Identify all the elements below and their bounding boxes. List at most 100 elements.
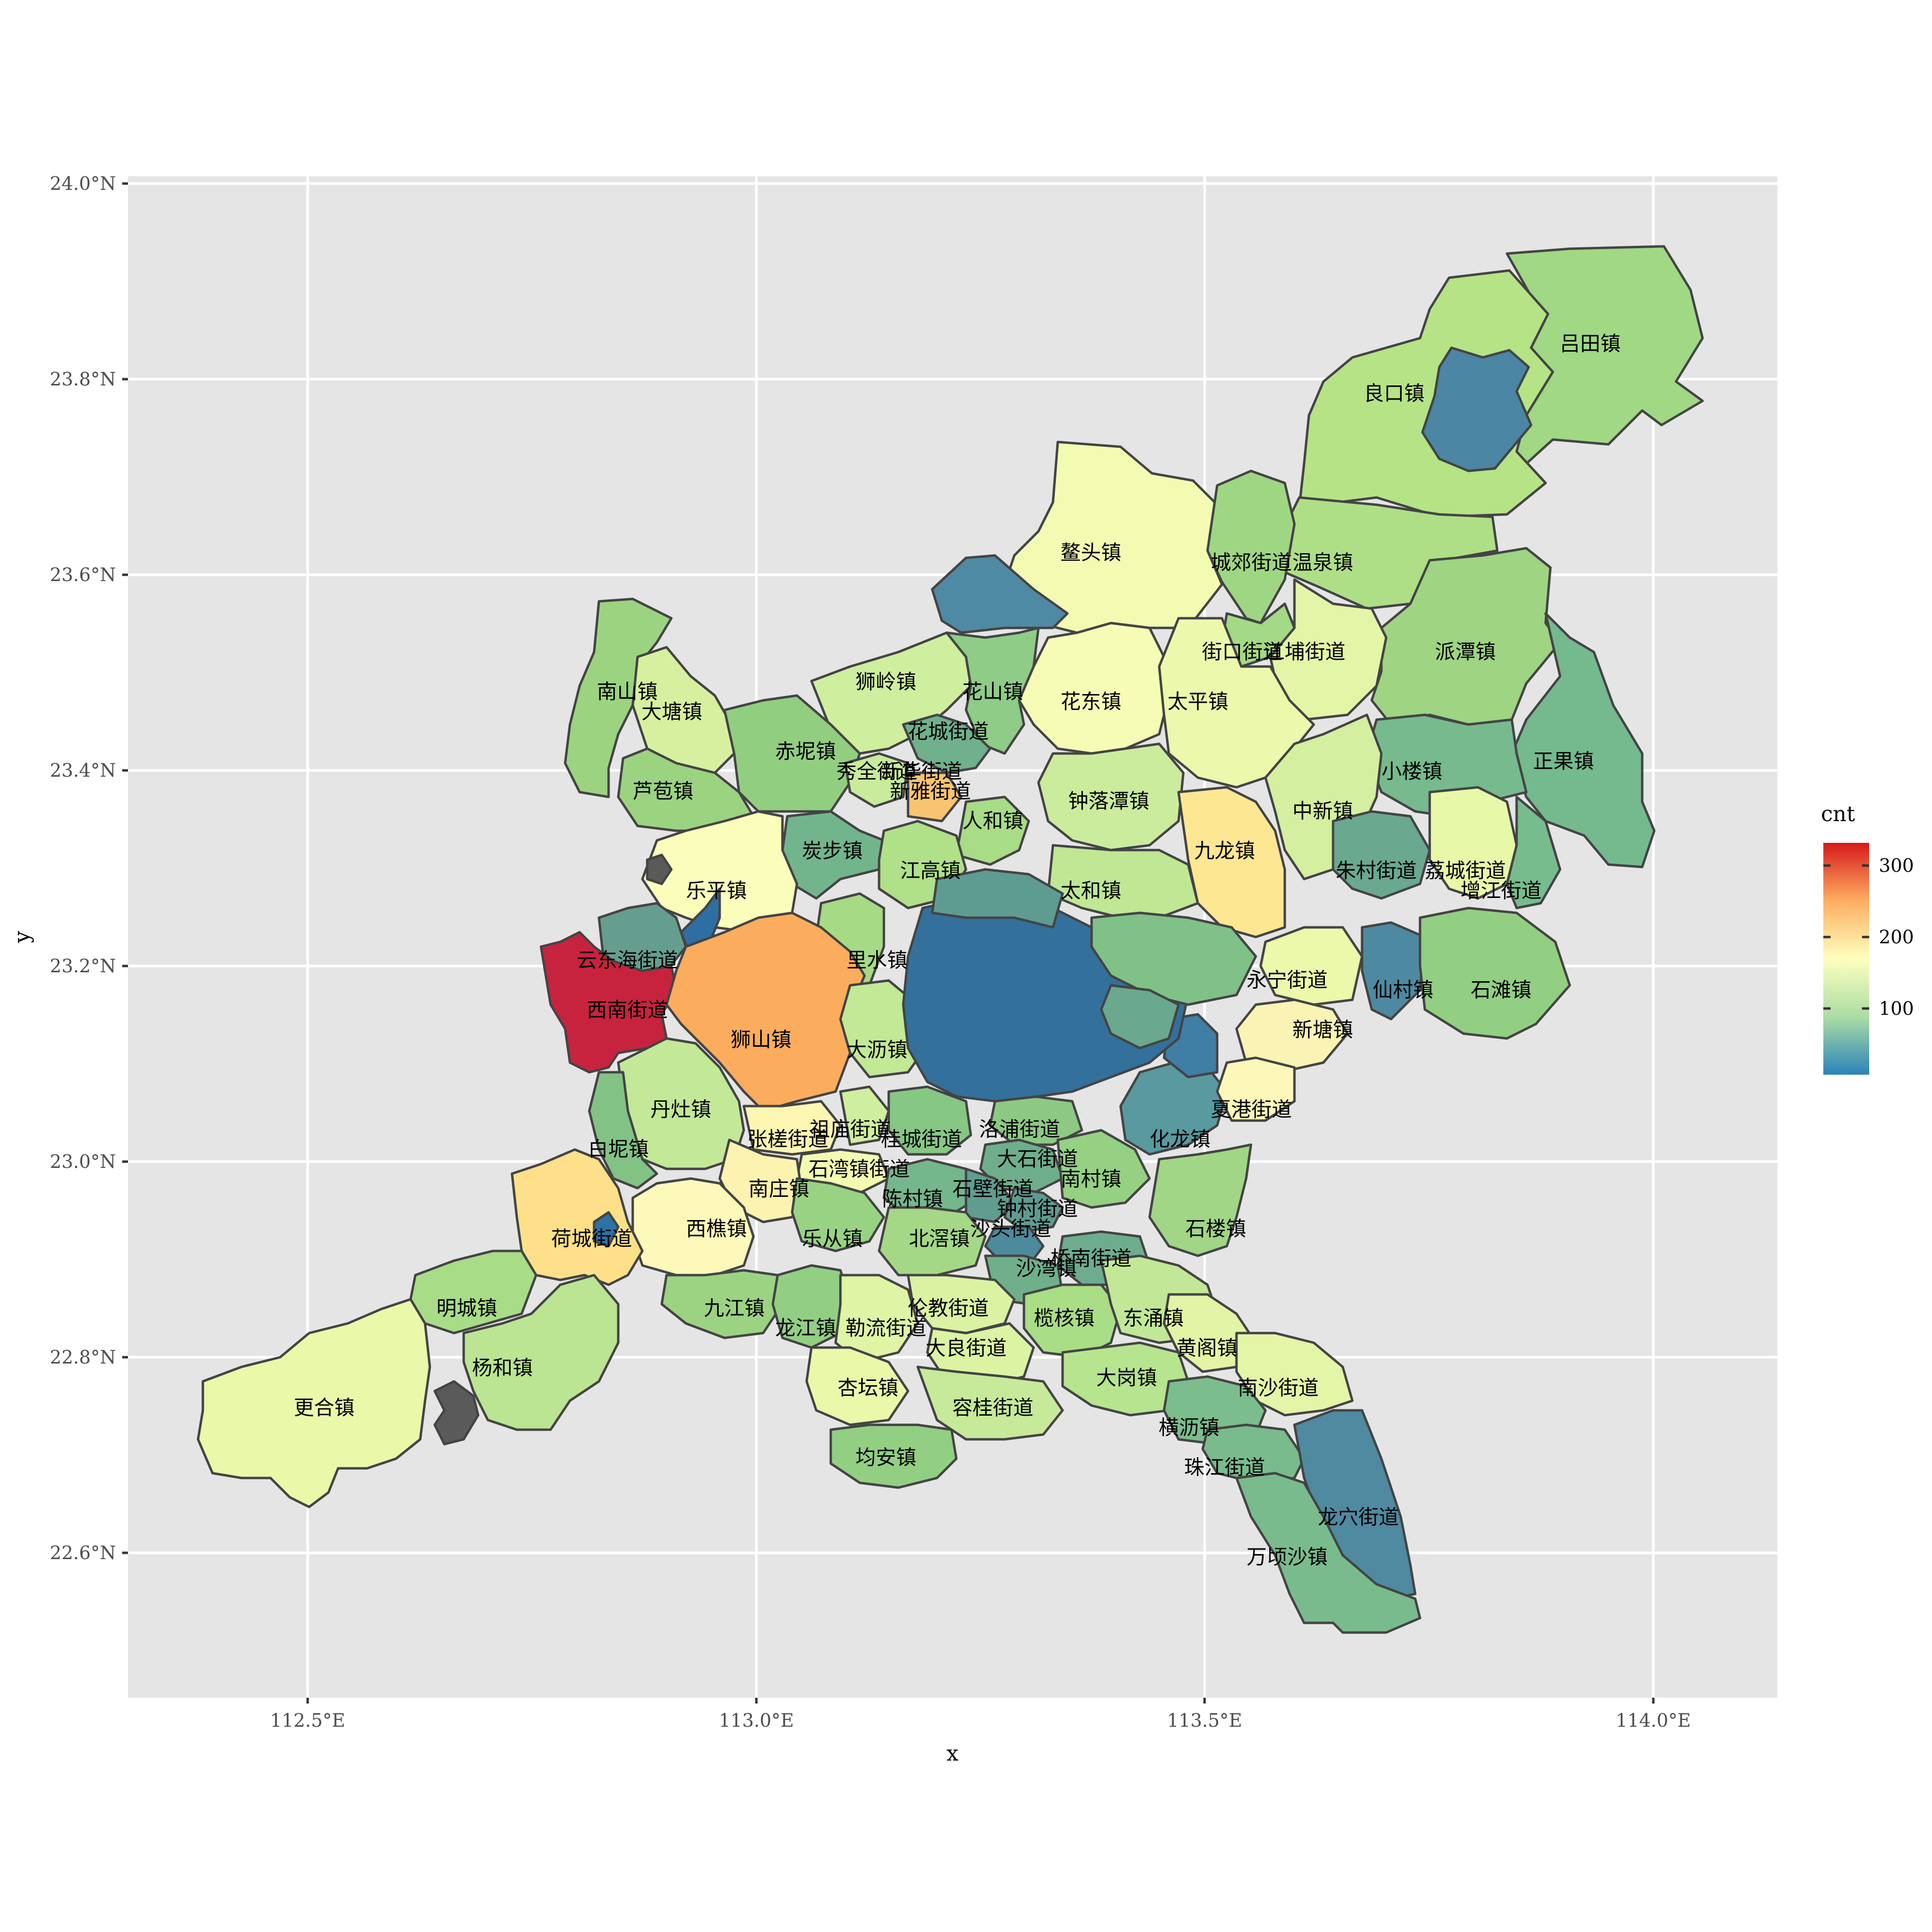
region-zhongcun[interactable] [1003, 1187, 1064, 1233]
region-label: 朱村街道 [1335, 859, 1417, 882]
region-labels: 吕田镇良口镇温泉镇鳌头镇 城郊街道派潭镇街口街道江埔街道正果镇南山镇大塘镇狮岭镇花… [294, 332, 1620, 1569]
region-xiqiao[interactable] [631, 1177, 755, 1277]
region-label: 龙穴街道 [1318, 1505, 1399, 1529]
region-liangkou-inner[interactable] [1421, 346, 1533, 472]
region-guicheng[interactable] [887, 1085, 972, 1156]
region-beijiao[interactable] [878, 1206, 987, 1277]
region-label: 南沙街道 [1237, 1376, 1319, 1400]
region-label: 太和镇 [1061, 879, 1122, 902]
region-zhengguo[interactable] [1510, 612, 1656, 868]
region-aotou-west[interactable] [931, 554, 1069, 634]
region-label: 沙湾镇 [1016, 1257, 1077, 1280]
region-label: 大岗镇 [1096, 1366, 1157, 1390]
region-zumiao[interactable] [839, 1085, 890, 1146]
region-label: 小楼镇 [1381, 759, 1442, 783]
region-xingtan[interactable] [805, 1346, 909, 1426]
region-label: 江高镇 [900, 859, 961, 882]
region-huacheng[interactable] [902, 713, 992, 774]
region-dashi[interactable] [979, 1138, 1064, 1194]
region-urban-southeast[interactable] [1100, 984, 1180, 1050]
region-taihe[interactable] [1047, 844, 1199, 919]
region-label: 九龙镇 [1194, 839, 1255, 863]
region-xiancun[interactable] [1361, 921, 1426, 1021]
region-label: 街口街道 [1202, 640, 1283, 664]
region-label: 太平镇 [1167, 690, 1228, 713]
region-label: 石湾镇街道 [809, 1157, 910, 1181]
region-jiujiang[interactable] [660, 1269, 784, 1339]
region-leliu[interactable] [834, 1274, 919, 1364]
region-label: 增江街道 [1461, 879, 1542, 902]
legend-tick-label: 300 [1879, 855, 1914, 876]
x-tick-label: 113.0°E [719, 1710, 794, 1731]
legend-tick-label: 100 [1879, 998, 1914, 1019]
region-shibi[interactable] [965, 1167, 1016, 1223]
region-label: 丹灶镇 [650, 1097, 711, 1121]
region-urban-north[interactable] [931, 868, 1064, 929]
y-tick-label: 24.0°N [50, 173, 116, 194]
region-label: 正果镇 [1533, 750, 1594, 773]
region-urban-east[interactable] [1090, 911, 1257, 1006]
region-shishan[interactable] [665, 911, 866, 1112]
region-nancun[interactable] [1056, 1129, 1151, 1209]
region-label: 派潭镇 [1435, 640, 1496, 664]
region-label: 珠江街道 [1184, 1456, 1265, 1479]
region-yongning[interactable] [1259, 926, 1364, 1006]
region-label: 花城街道 [908, 720, 989, 743]
region-baini[interactable] [588, 1071, 658, 1190]
region-label: 江埔街道 [1264, 640, 1346, 664]
region-label: 祖庙街道 [810, 1118, 891, 1141]
region-label: 新雅街道 [890, 780, 971, 803]
region-label: 白坭镇 [588, 1137, 649, 1161]
region-xiagang[interactable] [1216, 1056, 1296, 1122]
region-label: 中新镇 [1293, 799, 1353, 823]
region-label: 永宁街道 [1247, 968, 1328, 992]
region-label: 勒流街道 [845, 1316, 926, 1340]
region-label: 吕田镇 [1560, 332, 1620, 355]
region-xinya[interactable] [907, 771, 963, 823]
region-label: 狮岭镇 [855, 670, 916, 694]
region-label: 大塘镇 [641, 700, 702, 724]
region-huashan[interactable] [945, 626, 1040, 755]
region-genghe[interactable] [197, 1298, 431, 1508]
region-label: 良口镇 [1364, 382, 1424, 405]
region-zengjiang[interactable] [1506, 796, 1562, 909]
region-lanhe[interactable] [1023, 1283, 1122, 1359]
region-hecheng-lake[interactable] [593, 1211, 620, 1248]
x-tick-label: 114.0°E [1616, 1710, 1691, 1731]
region-jiangpu[interactable] [1269, 578, 1388, 721]
region-label: 龙江镇 [775, 1316, 836, 1340]
region-chini[interactable] [723, 694, 861, 813]
legend: cnt 300 200 100 [1821, 802, 1914, 1075]
region-label: 西南街道 [587, 998, 668, 1022]
region-missing-2 [433, 1380, 480, 1446]
region-label: 明城镇 [436, 1296, 497, 1320]
region-label: 狮山镇 [731, 1028, 792, 1051]
region-label: 夏港街道 [1211, 1097, 1292, 1121]
region-xintang[interactable] [1235, 998, 1349, 1074]
y-tick-label: 22.6°N [50, 1542, 116, 1563]
region-chengjiao[interactable] [1206, 469, 1296, 625]
region-label: 鳌头镇 [1061, 540, 1122, 564]
region-label: 乐平镇 [686, 879, 747, 902]
region-label: 温泉镇 [1293, 551, 1353, 574]
region-zhucun[interactable] [1332, 810, 1431, 900]
region-wanqingsha[interactable] [1235, 1472, 1421, 1634]
region-label: 芦苞镇 [633, 780, 694, 803]
region-label: 东涌镇 [1123, 1307, 1184, 1330]
region-shitan[interactable] [1419, 907, 1571, 1040]
region-chencun[interactable] [882, 1158, 972, 1219]
region-label: 大沥镇 [847, 1038, 908, 1062]
region-lecong[interactable] [791, 1177, 885, 1252]
region-label: 花东镇 [1061, 690, 1122, 713]
region-shilou[interactable] [1148, 1143, 1252, 1257]
region-label: 石壁街道 [952, 1177, 1034, 1201]
region-xiuquan[interactable] [844, 752, 909, 808]
region-junan[interactable] [829, 1423, 958, 1489]
region-zhongluotan[interactable] [1037, 742, 1185, 852]
region-zhangcha[interactable] [742, 1100, 842, 1156]
region-yanghe[interactable] [462, 1274, 620, 1431]
region-zhujiang[interactable] [1201, 1423, 1306, 1484]
region-nanshan[interactable] [564, 597, 673, 798]
region-label: 更合镇 [294, 1396, 355, 1420]
